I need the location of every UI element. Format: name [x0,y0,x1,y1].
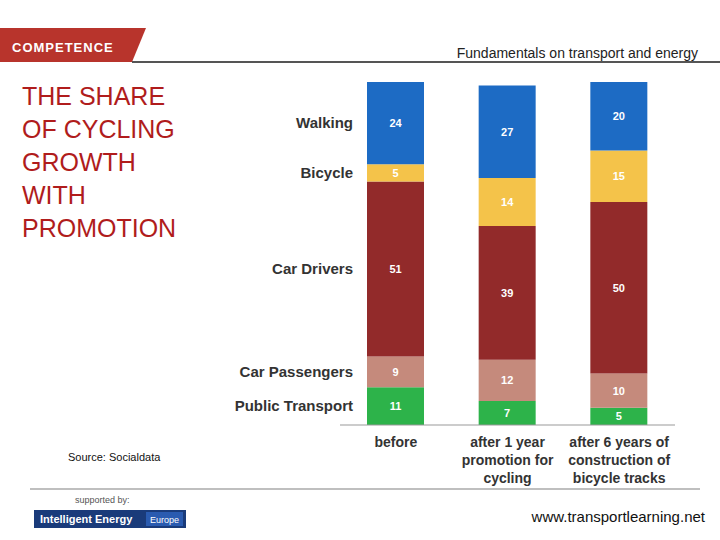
svg-text:Walking: Walking [296,114,353,131]
svg-text:5: 5 [616,410,622,422]
svg-text:supported by:: supported by: [75,495,130,505]
svg-text:after 6 years of: after 6 years of [569,434,669,450]
svg-text:www.transportlearning.net: www.transportlearning.net [531,508,706,525]
svg-text:bicycle tracks: bicycle tracks [573,470,666,486]
svg-text:12: 12 [501,374,513,386]
svg-text:7: 7 [504,407,510,419]
svg-text:51: 51 [389,263,401,275]
html-text:THE SHARE OF CYCLING GROWTH WI: THE SHARE OF CYCLING GROWTH WITH PROMOTI… [22,82,177,242]
svg-text:Europe: Europe [150,515,179,525]
svg-text:10: 10 [613,385,625,397]
svg-text:Fundamentals on transport and: Fundamentals on transport and energy [457,45,698,61]
svg-text:20: 20 [613,110,625,122]
svg-text:Intelligent Energy: Intelligent Energy [40,513,133,525]
svg-text:promotion for: promotion for [462,452,554,468]
svg-text:9: 9 [392,366,398,378]
svg-text:50: 50 [613,282,625,294]
svg-text:24: 24 [389,117,402,129]
svg-text:5: 5 [392,167,398,179]
svg-text:before: before [374,434,417,450]
svg-text:after 1 year: after 1 year [470,434,545,450]
svg-text:15: 15 [613,170,625,182]
svg-text:14: 14 [501,196,514,208]
svg-text:construction of: construction of [568,452,670,468]
svg-text:27: 27 [501,126,513,138]
svg-text:cycling: cycling [483,470,531,486]
svg-text:11: 11 [390,400,402,412]
svg-text:Public Transport: Public Transport [235,397,353,414]
svg-text:Source: Socialdata: Source: Socialdata [68,451,161,463]
svg-text:Bicycle: Bicycle [300,164,353,181]
svg-text:Car Drivers: Car Drivers [272,260,353,277]
svg-text:COMPETENCE: COMPETENCE [12,40,114,55]
svg-text:Car Passengers: Car Passengers [240,363,353,380]
svg-text:39: 39 [501,287,513,299]
